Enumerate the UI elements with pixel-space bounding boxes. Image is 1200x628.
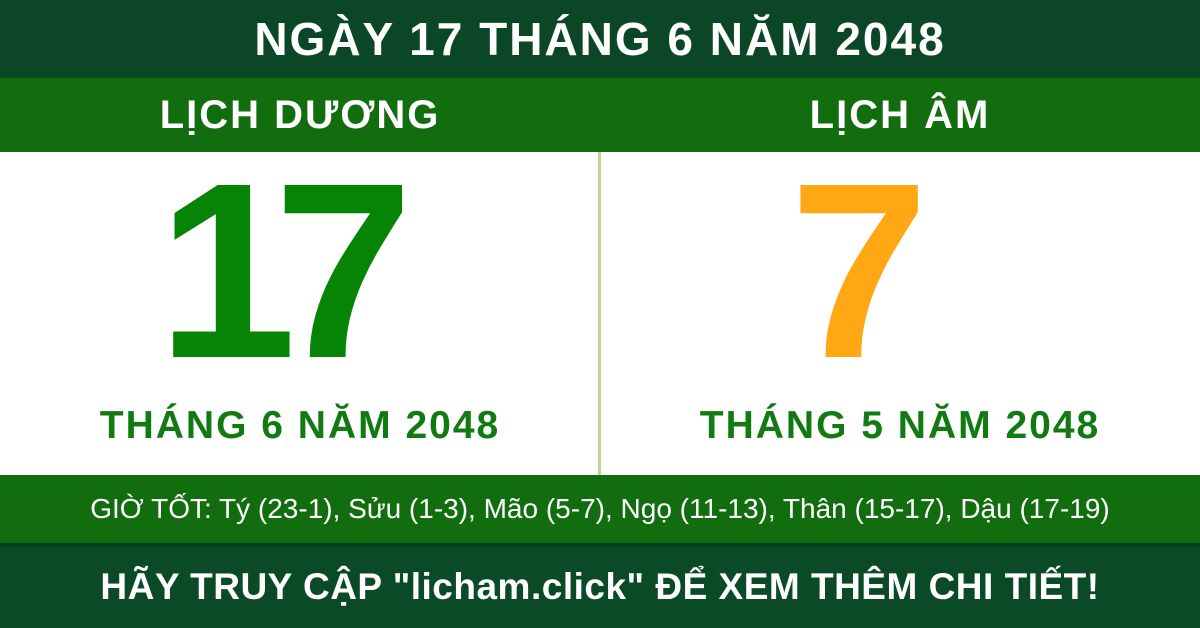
- lunar-day-panel: 7 THÁNG 5 NĂM 2048: [600, 131, 1200, 475]
- good-hours-bar: GIỜ TỐT: Tý (23-1), Sửu (1-3), Mão (5-7)…: [0, 475, 1200, 543]
- solar-calendar-label: LỊCH DƯƠNG: [159, 92, 441, 137]
- date-header-bar: NGÀY 17 THÁNG 6 NĂM 2048: [0, 0, 1200, 78]
- days-area: 17 THÁNG 6 NĂM 2048 7 THÁNG 5 NĂM 2048: [0, 131, 1200, 475]
- lunar-month-year: THÁNG 5 NĂM 2048: [699, 404, 1101, 447]
- footer-cta-text: HÃY TRUY CẬP "licham.click" ĐỂ XEM THÊM …: [100, 566, 1100, 607]
- date-header-title: NGÀY 17 THÁNG 6 NĂM 2048: [254, 13, 946, 65]
- lunar-day-number: 7: [789, 131, 929, 410]
- calendar-type-bar: LỊCH DƯƠNG LỊCH ÂM: [0, 78, 1200, 152]
- solar-month-year: THÁNG 6 NĂM 2048: [99, 404, 501, 447]
- footer-bar: HÃY TRUY CẬP "licham.click" ĐỂ XEM THÊM …: [0, 543, 1200, 628]
- solar-day-number: 17: [157, 131, 413, 410]
- solar-day-panel: 17 THÁNG 6 NĂM 2048: [0, 131, 600, 475]
- lunar-calendar-label: LỊCH ÂM: [809, 92, 991, 137]
- good-hours-text: GIỜ TỐT: Tý (23-1), Sửu (1-3), Mão (5-7)…: [90, 493, 1110, 524]
- vertical-divider: [598, 152, 601, 475]
